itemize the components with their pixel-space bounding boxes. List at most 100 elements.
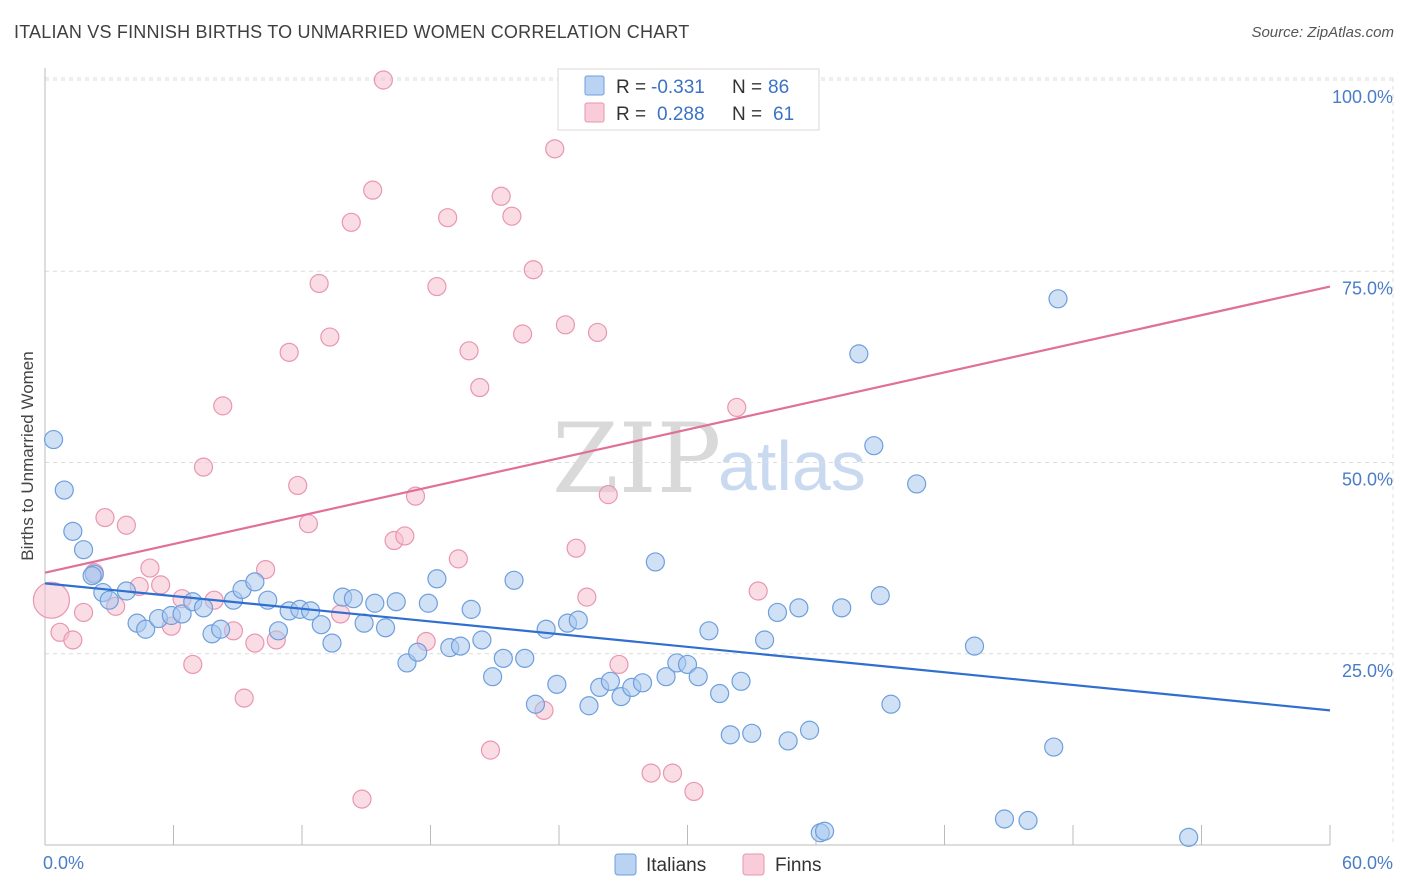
italians-point-70	[799, 720, 820, 740]
italians-point-30	[365, 593, 385, 613]
finns-point-48	[555, 315, 576, 335]
italians-point-26	[322, 633, 342, 653]
italians-trend-line	[44, 582, 1331, 712]
x-tick-label-1: 60.0%	[1342, 853, 1393, 873]
finns-trend-line	[44, 285, 1331, 574]
italians-point-49	[568, 610, 588, 630]
italians-point-50	[579, 696, 599, 716]
finns-point-0	[32, 581, 71, 619]
finns-point-19	[245, 633, 265, 653]
finns-point-23	[288, 475, 308, 496]
finns-point-43	[502, 206, 522, 226]
italians-point-31	[375, 618, 396, 638]
y-tick-label-1: 50.0%	[1342, 470, 1393, 490]
series-legend-swatch-italians	[614, 853, 637, 876]
italians-point-69	[789, 598, 809, 618]
finns-point-49	[566, 538, 586, 558]
italians-point-55	[632, 673, 653, 693]
finns-point-10	[151, 575, 171, 595]
finns-point-44	[512, 324, 533, 344]
italians-point-57	[656, 667, 676, 687]
italians-point-62	[710, 683, 730, 704]
finns-point-41	[480, 740, 501, 760]
italians-point-59	[677, 654, 698, 675]
legend-finns-r-label: R =	[616, 104, 646, 125]
italians-point-79	[994, 809, 1015, 829]
italians-point-25	[311, 615, 331, 635]
finns-point-47	[545, 139, 565, 159]
italians-point-83	[1179, 827, 1199, 847]
italians-point-75	[870, 586, 890, 606]
finns-point-37	[438, 208, 458, 228]
finns-point-40	[470, 377, 490, 398]
italians-point-36	[427, 569, 447, 589]
italians-point-9	[136, 619, 156, 639]
finns-point-24	[298, 514, 319, 534]
italians-point-12	[172, 604, 192, 624]
source-label: Source: ZipAtlas.com	[1251, 24, 1394, 41]
italians-point-19	[245, 572, 265, 592]
finns-point-18	[234, 688, 254, 708]
finns-point-28	[341, 212, 361, 232]
finns-point-14	[193, 457, 214, 477]
italians-point-78	[964, 636, 985, 656]
italians-point-81	[1044, 737, 1064, 757]
finns-point-56	[684, 781, 704, 802]
series-legend-finns: Finns	[775, 855, 821, 876]
finns-point-33	[395, 526, 415, 546]
series-legend-swatch-finns	[742, 853, 765, 876]
italians-point-73	[849, 344, 869, 364]
italians-point-60	[688, 667, 708, 687]
finns-point-52	[598, 485, 618, 505]
italians-point-52	[600, 671, 621, 691]
finns-point-39	[459, 341, 479, 361]
finns-point-7	[116, 515, 136, 535]
legend-finns-r-value: 0.288	[657, 104, 705, 125]
legend-italians-n-label: N =	[732, 77, 762, 98]
italians-point-28	[343, 589, 363, 609]
finns-point-25	[309, 273, 329, 294]
italians-point-63	[720, 725, 740, 745]
italians-point-2	[63, 521, 83, 541]
italians-point-65	[742, 723, 762, 743]
legend-finns-n-value: 61	[773, 104, 794, 125]
italians-point-0	[43, 429, 64, 450]
italians-point-6	[99, 590, 119, 610]
finns-point-55	[662, 763, 683, 783]
italians-point-39	[461, 599, 481, 619]
italians-point-85	[814, 821, 835, 841]
finns-point-36	[427, 276, 447, 297]
italians-point-34	[408, 642, 428, 662]
finns-point-20	[255, 559, 276, 580]
italians-point-14	[193, 598, 214, 618]
finns-point-5	[95, 507, 115, 528]
legend: R = -0.331 N = 86 R = 0.288 N = 61	[557, 68, 820, 131]
italians-point-40	[472, 630, 492, 650]
finns-point-42	[491, 186, 511, 206]
finns-point-50	[577, 587, 597, 607]
italians-point-68	[778, 731, 798, 751]
italians-point-72	[832, 598, 852, 618]
finns-point-13	[183, 654, 203, 675]
legend-swatch-finns	[584, 102, 605, 123]
italians-point-82	[1048, 289, 1068, 309]
finns-point-29	[352, 789, 372, 809]
italians-point-41	[483, 667, 503, 687]
italians-point-43	[504, 570, 524, 590]
italians-point-46	[536, 619, 556, 639]
chart-title: ITALIAN VS FINNISH BIRTHS TO UNMARRIED W…	[14, 22, 690, 42]
italians-point-64	[731, 671, 751, 691]
italians-point-66	[754, 630, 775, 650]
italians-point-1	[54, 480, 74, 500]
italians-point-74	[864, 436, 884, 456]
finns-point-9	[140, 558, 160, 578]
legend-italians-r-value: -0.331	[651, 77, 705, 98]
italians-point-21	[268, 621, 289, 641]
y-tick-labels: 25.0% 50.0% 75.0% 100.0%	[1332, 87, 1393, 681]
finns-point-51	[587, 322, 608, 343]
finns-point-2	[63, 630, 83, 650]
trend-lines	[44, 285, 1331, 712]
italians-point-45	[525, 694, 546, 714]
axes	[44, 68, 1331, 846]
